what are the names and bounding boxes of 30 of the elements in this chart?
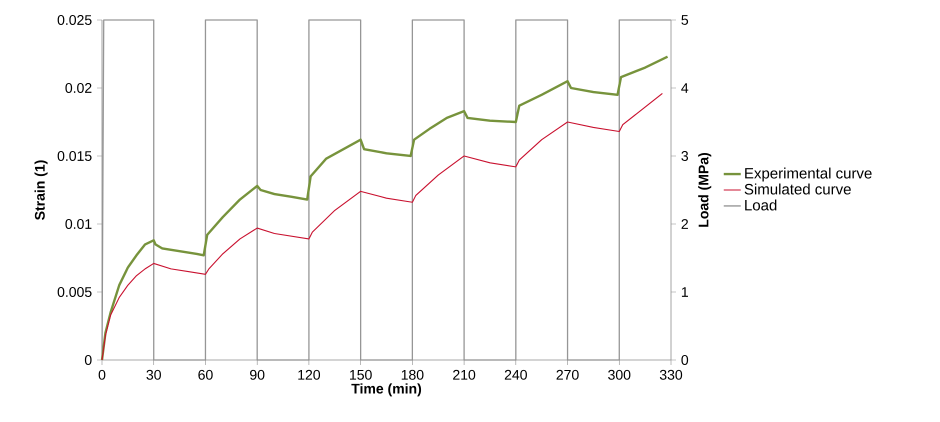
x-tick-label: 210 xyxy=(453,370,476,380)
y2-axis-title: Load (MPa) xyxy=(698,152,712,227)
legend-label: Experimental curve xyxy=(745,168,872,182)
x-tick-label: 120 xyxy=(298,370,320,380)
x-tick-label: 30 xyxy=(146,370,161,380)
y2-tick-label: 2 xyxy=(682,219,688,229)
x-tick-label: 90 xyxy=(250,370,264,380)
x-tick-label: 150 xyxy=(350,370,372,380)
x-tick-label: 270 xyxy=(556,370,579,380)
x-tick-label: 330 xyxy=(660,370,682,380)
y-tick-label: 0.01 xyxy=(65,219,92,229)
y2-tick-label: 5 xyxy=(681,15,688,25)
x-axis-title: Time (min) xyxy=(351,383,422,396)
x-tick-label: 0 xyxy=(98,370,106,380)
y2-tick-label: 3 xyxy=(681,151,688,161)
x-tick-label: 180 xyxy=(402,370,424,380)
x-tick-label: 300 xyxy=(608,370,630,380)
legend-label: Load xyxy=(745,199,776,210)
y-tick-label: 0.005 xyxy=(58,287,92,297)
x-tick-label: 240 xyxy=(504,370,527,380)
legend-label: Simulated curve xyxy=(744,184,851,195)
y2-tick-label: 1 xyxy=(682,287,688,297)
y-tick-label: 0.015 xyxy=(58,151,92,161)
y2-tick-label: 4 xyxy=(681,83,688,93)
x-tick-label: 60 xyxy=(198,370,213,380)
y-tick-label: 0 xyxy=(84,355,92,365)
y-tick-label: 0.025 xyxy=(58,15,92,25)
y-tick-label: 0.02 xyxy=(65,83,92,93)
y2-tick-label: 0 xyxy=(681,355,688,365)
y-axis-title: Strain (1) xyxy=(34,160,48,220)
